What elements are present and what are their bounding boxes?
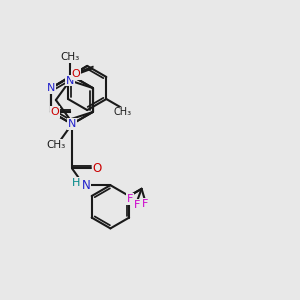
Text: F: F <box>134 200 140 210</box>
Text: O: O <box>51 107 60 117</box>
Text: N: N <box>66 76 74 85</box>
Text: F: F <box>142 199 148 209</box>
Text: CH₃: CH₃ <box>46 140 66 150</box>
Text: N: N <box>68 119 76 129</box>
Text: N: N <box>82 179 90 192</box>
Text: CH₃: CH₃ <box>114 107 132 117</box>
Text: F: F <box>126 194 133 204</box>
Text: CH₃: CH₃ <box>60 52 80 62</box>
Text: N: N <box>47 83 56 93</box>
Text: H: H <box>72 178 80 188</box>
Text: O: O <box>72 69 80 79</box>
Text: O: O <box>93 162 102 175</box>
